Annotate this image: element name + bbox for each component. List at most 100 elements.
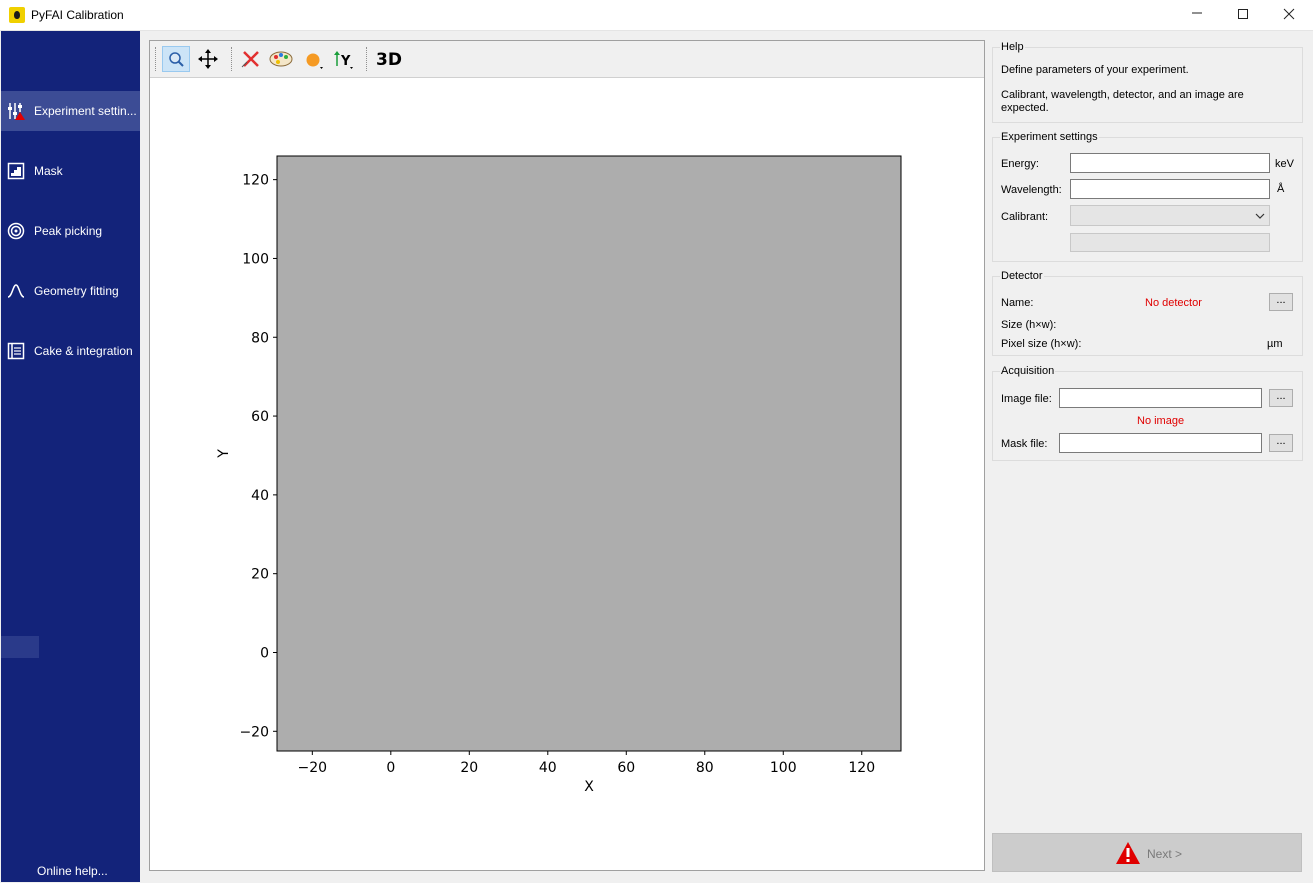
mask-icon bbox=[7, 162, 25, 180]
y-tick-label: 120 bbox=[242, 173, 269, 189]
y-tick-label: 40 bbox=[251, 488, 269, 504]
sidebar: Experiment settin... Mask Peak picking G… bbox=[1, 31, 140, 882]
y-tick-label: 100 bbox=[242, 251, 269, 267]
peak-curve-icon bbox=[7, 284, 25, 298]
detector-title: Detector bbox=[1000, 270, 1044, 282]
sidebar-item-geometry-fitting[interactable]: Geometry fitting bbox=[1, 271, 140, 311]
toolbar-separator bbox=[231, 47, 233, 71]
calibrant-label: Calibrant: bbox=[1001, 211, 1049, 223]
sidebar-item-label: Peak picking bbox=[34, 224, 103, 238]
help-text-line2: Calibrant, wavelength, detector, and an … bbox=[1001, 89, 1244, 101]
detector-browse-button[interactable]: ... bbox=[1269, 293, 1293, 311]
mask-file-label: Mask file: bbox=[1001, 438, 1048, 450]
marker-color-button[interactable] bbox=[300, 46, 328, 72]
next-button[interactable]: Next > bbox=[992, 833, 1302, 872]
mask-file-browse-button[interactable]: ... bbox=[1269, 434, 1293, 452]
detector-name-label: Name: bbox=[1001, 297, 1034, 309]
x-tick-label: 60 bbox=[617, 760, 635, 776]
sliders-warning-icon bbox=[8, 103, 25, 120]
mask-file-input[interactable] bbox=[1059, 433, 1262, 453]
pan-icon bbox=[198, 49, 218, 69]
sidebar-item-label: Mask bbox=[34, 164, 63, 178]
y-tick-label: 20 bbox=[251, 567, 269, 583]
detector-group: Detector Name: No detector ... Size (h×w… bbox=[992, 270, 1303, 356]
marker-color-icon bbox=[306, 53, 323, 69]
browse-label: ... bbox=[1276, 390, 1286, 402]
image-file-input[interactable] bbox=[1059, 388, 1262, 408]
3d-view-button[interactable]: 3D bbox=[376, 50, 402, 70]
x-tick-label: 20 bbox=[460, 760, 478, 776]
detector-name-value: No detector bbox=[1145, 297, 1202, 309]
colormap-button[interactable] bbox=[267, 46, 295, 72]
browse-label: ... bbox=[1276, 435, 1286, 447]
y-tick-label: 60 bbox=[251, 409, 269, 425]
y-tick-label: 80 bbox=[251, 330, 269, 346]
wavelength-unit: Å bbox=[1277, 183, 1285, 195]
acquisition-group: Acquisition Image file: ... No image Mas… bbox=[992, 365, 1303, 461]
online-help-link[interactable]: Online help... bbox=[37, 864, 108, 878]
sidebar-item-label: Geometry fitting bbox=[34, 284, 119, 298]
x-tick-label: 120 bbox=[848, 760, 875, 776]
maximize-icon bbox=[1238, 9, 1248, 19]
detector-size-label: Size (h×w): bbox=[1001, 319, 1057, 331]
chevron-down-icon bbox=[1255, 213, 1265, 219]
colormap-icon bbox=[269, 51, 293, 67]
x-tick-label: 0 bbox=[386, 760, 395, 776]
minimize-glyph-icon bbox=[1192, 12, 1202, 14]
zoom-tool-button[interactable] bbox=[162, 46, 190, 72]
sidebar-item-experiment-settings[interactable]: Experiment settin... bbox=[1, 91, 140, 131]
image-file-browse-button[interactable]: ... bbox=[1269, 389, 1293, 407]
rings-icon bbox=[7, 222, 25, 240]
help-group: Help Define parameters of your experimen… bbox=[992, 41, 1303, 123]
calibrant-options-field bbox=[1070, 233, 1270, 252]
y-tick-label: 0 bbox=[260, 645, 269, 661]
help-text-line3: expected. bbox=[1001, 102, 1049, 114]
maximize-window-button[interactable] bbox=[1220, 0, 1266, 30]
wavelength-input[interactable] bbox=[1070, 179, 1270, 199]
pixel-size-label: Pixel size (h×w): bbox=[1001, 338, 1082, 350]
y-tick-label: −20 bbox=[239, 724, 269, 740]
sidebar-item-peak-picking[interactable]: Peak picking bbox=[1, 211, 140, 251]
reset-zoom-button[interactable] bbox=[237, 46, 265, 72]
sidebar-item-label: Experiment settin... bbox=[34, 104, 137, 118]
pan-tool-button[interactable] bbox=[194, 46, 222, 72]
next-label: Next > bbox=[1147, 847, 1183, 861]
sidebar-item-mask[interactable]: Mask bbox=[1, 151, 140, 191]
acquisition-title: Acquisition bbox=[1000, 365, 1056, 377]
y-axis-label: Y bbox=[216, 449, 232, 459]
calibrant-select[interactable] bbox=[1070, 205, 1270, 226]
sidebar-item-label: Cake & integration bbox=[34, 344, 133, 358]
svg-text:Y: Y bbox=[340, 54, 351, 69]
image-status: No image bbox=[1137, 415, 1185, 427]
integration-icon bbox=[7, 342, 25, 360]
toolbar-separator bbox=[155, 47, 157, 71]
x-tick-label: −20 bbox=[298, 760, 328, 776]
energy-label: Energy: bbox=[1001, 158, 1039, 170]
energy-input[interactable] bbox=[1070, 153, 1270, 173]
energy-unit: keV bbox=[1275, 158, 1294, 170]
pixel-size-unit: µm bbox=[1267, 338, 1283, 350]
sidebar-marker bbox=[1, 636, 39, 658]
warning-icon bbox=[1116, 842, 1140, 864]
reset-zoom-icon bbox=[241, 51, 259, 68]
help-text-line1: Define parameters of your experiment. bbox=[1001, 64, 1189, 76]
window-title: PyFAI Calibration bbox=[31, 8, 124, 22]
sidebar-item-cake-integration[interactable]: Cake & integration bbox=[1, 331, 140, 371]
image-file-label: Image file: bbox=[1001, 393, 1052, 405]
title-bar: PyFAI Calibration — bbox=[0, 0, 1313, 31]
image-plot[interactable]: −20 0 20 40 60 80 100 120 −20 0 20 40 60 80 100 120 X Y bbox=[150, 78, 984, 870]
x-tick-label: 100 bbox=[770, 760, 797, 776]
plot-panel: Y 3D −20 0 20 40 60 80 100 120 −20 0 20 40 60 80 100 12… bbox=[149, 40, 985, 871]
experiment-settings-title: Experiment settings bbox=[1000, 131, 1099, 143]
y-axis-direction-icon: Y bbox=[334, 51, 353, 69]
experiment-settings-group: Experiment settings Energy: keV Waveleng… bbox=[992, 131, 1303, 262]
plot-toolbar: Y 3D bbox=[150, 41, 984, 78]
close-window-button[interactable] bbox=[1266, 0, 1312, 30]
y-axis-direction-button[interactable]: Y bbox=[330, 46, 358, 72]
toolbar-separator bbox=[366, 47, 368, 71]
minimize-window-button[interactable] bbox=[1174, 0, 1220, 30]
x-tick-label: 80 bbox=[696, 760, 714, 776]
help-title: Help bbox=[1000, 41, 1025, 53]
wavelength-label: Wavelength: bbox=[1001, 184, 1062, 196]
app-logo-icon bbox=[9, 7, 25, 23]
